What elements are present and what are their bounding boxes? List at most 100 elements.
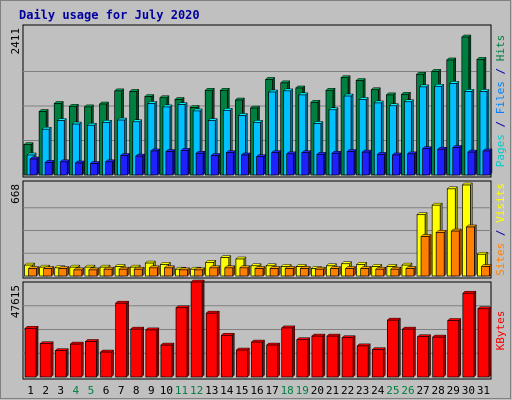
x-tick-label-day-30: 30	[462, 384, 475, 397]
bar-pages-day-15	[241, 154, 249, 176]
bar-pages-day-23	[361, 151, 370, 176]
bar-pages-day-19	[301, 152, 310, 176]
x-tick-label-day-5: 5	[88, 384, 95, 397]
bar-kbytes-day-28	[432, 336, 445, 378]
bar-sites-day-25	[390, 268, 400, 277]
x-tick-label-day-2: 2	[42, 384, 49, 397]
bar-pages-day-8	[135, 155, 144, 176]
bar-sites-day-20	[315, 268, 324, 277]
x-tick-label-day-20: 20	[311, 384, 324, 397]
bar-sites-day-2	[43, 268, 52, 277]
x-tick-label-day-10: 10	[160, 384, 173, 397]
bar-sites-day-11	[179, 269, 188, 277]
series-label: KBytes	[494, 311, 507, 351]
series-label-part: Files	[494, 81, 507, 114]
bar-sites-day-31	[481, 266, 490, 277]
bar-sites-day-26	[405, 268, 415, 277]
x-tick-label-day-25: 25	[386, 384, 399, 397]
bar-kbytes-day-24	[371, 349, 384, 378]
bar-sites-day-30	[466, 226, 475, 277]
bar-sites-day-16	[254, 268, 264, 277]
x-tick-label-day-9: 9	[148, 384, 155, 397]
series-label-part: Visits	[494, 183, 507, 223]
bar-kbytes-day-22	[341, 337, 354, 378]
max-value-label: 47615	[9, 285, 22, 318]
bar-kbytes-day-1	[24, 327, 37, 378]
x-tick-label-day-22: 22	[341, 384, 354, 397]
bar-kbytes-day-3	[54, 350, 67, 378]
series-label: Sites / Visits	[494, 183, 507, 276]
bar-sites-day-6	[103, 268, 113, 277]
x-tick-label-day-7: 7	[118, 384, 125, 397]
bar-pages-day-10	[165, 151, 174, 176]
x-tick-label-day-23: 23	[356, 384, 369, 397]
bar-kbytes-day-31	[477, 308, 490, 378]
x-tick-label-day-12: 12	[190, 384, 203, 397]
series-label-part: Sites	[494, 243, 507, 276]
bar-pages-day-27	[422, 148, 430, 176]
bar-sites-day-1	[28, 268, 37, 277]
panel-kbytes: 47615 KBytes	[9, 279, 507, 380]
max-value-label: 668	[9, 184, 22, 204]
x-tick-label-day-26: 26	[401, 384, 414, 397]
bar-sites-day-23	[360, 268, 370, 277]
bar-kbytes-day-30	[462, 292, 475, 378]
chart-title: Daily usage for July 2020	[19, 8, 200, 22]
bar-sites-day-18	[284, 268, 294, 277]
bar-sites-day-3	[58, 268, 68, 277]
bar-pages-day-4	[74, 162, 83, 176]
bar-pages-day-7	[120, 155, 128, 176]
series-label: Pages / Files / Hits	[494, 35, 507, 168]
bar-pages-day-18	[286, 153, 295, 176]
bar-pages-day-30	[467, 151, 476, 176]
x-axis: 1 2 3 4 5 6 7 8 9 10 11 12 13 14 15 16 17 18 19 20 21 22 23 24 2…	[27, 384, 490, 397]
bar-pages-day-9	[150, 150, 159, 176]
plot-area	[22, 180, 492, 279]
x-tick-label-day-8: 8	[133, 384, 140, 397]
x-tick-label-day-28: 28	[432, 384, 445, 397]
x-tick-label-day-3: 3	[57, 384, 64, 397]
bar-pages-day-25	[392, 154, 400, 176]
bar-pages-day-26	[407, 153, 415, 176]
x-tick-label-day-11: 11	[175, 384, 188, 397]
bar-kbytes-day-6	[100, 351, 112, 378]
bar-pages-day-31	[482, 150, 491, 176]
bar-kbytes-day-14	[220, 334, 233, 378]
bar-sites-day-4	[73, 269, 83, 277]
x-tick-label-day-19: 19	[296, 384, 309, 397]
bar-kbytes-day-9	[145, 329, 158, 378]
bar-pages-day-29	[452, 147, 461, 176]
bar-sites-day-12	[194, 269, 203, 277]
chart-panels: 2411 Pages / Files / Hits 668 Sites / Visit…	[9, 24, 507, 380]
series-label-part: KBytes	[494, 311, 507, 351]
bar-pages-day-5	[90, 163, 98, 176]
x-tick-label-day-4: 4	[73, 384, 80, 397]
bar-sites-day-29	[450, 230, 460, 277]
bar-kbytes-day-25	[387, 319, 399, 378]
max-value-label: 2411	[9, 28, 22, 55]
bar-sites-day-15	[239, 267, 249, 277]
bar-kbytes-day-4	[69, 343, 82, 378]
series-label-part: /	[494, 223, 507, 243]
bar-pages-day-3	[59, 161, 68, 176]
bar-sites-day-13	[209, 267, 219, 277]
x-tick-label-day-1: 1	[27, 384, 34, 397]
bar-kbytes-day-10	[160, 344, 173, 378]
bar-pages-day-24	[376, 154, 385, 176]
x-tick-label-day-21: 21	[326, 384, 339, 397]
bar-kbytes-day-12	[190, 281, 203, 378]
x-tick-label-day-18: 18	[281, 384, 294, 397]
bar-kbytes-day-18	[281, 327, 294, 378]
bar-sites-day-5	[88, 269, 98, 277]
bar-sites-day-14	[224, 267, 234, 277]
panel-hits-files-pages: 2411 Pages / Files / Hits	[9, 24, 507, 178]
bar-pages-day-13	[210, 155, 219, 176]
bar-pages-day-12	[195, 152, 204, 176]
bar-sites-day-28	[435, 232, 445, 277]
bar-pages-day-11	[180, 150, 189, 176]
x-tick-label-day-16: 16	[250, 384, 263, 397]
bar-pages-day-16	[256, 156, 264, 176]
x-tick-label-day-27: 27	[416, 384, 429, 397]
